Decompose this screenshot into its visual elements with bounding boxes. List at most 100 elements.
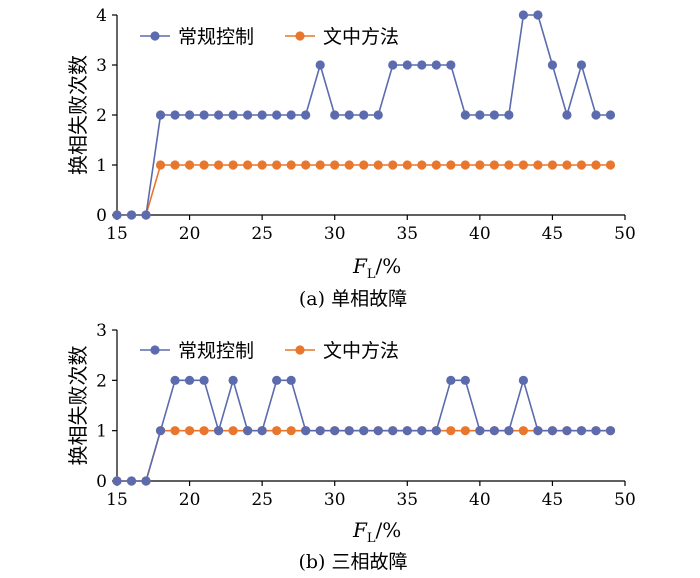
data-point — [373, 160, 383, 170]
data-point — [460, 426, 470, 436]
x-tick-label: 45 — [542, 490, 564, 510]
data-point — [272, 375, 282, 385]
data-point — [272, 110, 282, 120]
y-tick-label: 1 — [96, 156, 107, 176]
x-tick-label: 40 — [469, 490, 491, 510]
data-point — [228, 426, 238, 436]
x-tick-label: 15 — [106, 490, 128, 510]
panel-caption: (a) 单相故障 — [299, 288, 407, 310]
data-point — [402, 426, 412, 436]
x-tick-label: 30 — [324, 490, 346, 510]
y-tick-label: 2 — [96, 371, 107, 391]
data-point — [228, 160, 238, 170]
legend-marker — [295, 31, 305, 41]
x-tick-label: 25 — [251, 490, 273, 510]
x-tick-label: 20 — [179, 490, 201, 510]
data-point — [199, 160, 209, 170]
x-tick-label: 50 — [614, 490, 636, 510]
data-point — [446, 160, 456, 170]
data-point — [562, 110, 572, 120]
data-point — [199, 375, 209, 385]
data-point — [228, 375, 238, 385]
data-point — [112, 210, 122, 220]
data-point — [184, 110, 195, 120]
x-tick-label: 20 — [179, 224, 201, 244]
data-point — [417, 160, 427, 170]
data-point — [504, 110, 514, 120]
y-tick-label: 3 — [96, 56, 107, 76]
data-point — [155, 110, 166, 120]
data-point — [504, 160, 514, 170]
data-point — [170, 110, 180, 120]
data-point — [576, 426, 587, 436]
data-point — [417, 60, 427, 70]
chart-panel-a: 0 1 2 3 4 15 20 25 30 35 40 45 50 换相失败次数 FL/% (a) 单相故障 常… — [66, 6, 636, 310]
data-point — [301, 426, 311, 436]
data-point — [417, 426, 427, 436]
data-point — [286, 426, 296, 436]
data-point — [257, 426, 267, 436]
data-point — [344, 160, 354, 170]
y-axis-title: 换相失败次数 — [66, 55, 90, 175]
data-point — [518, 375, 529, 385]
data-point — [431, 60, 441, 70]
data-point — [576, 160, 587, 170]
legend-label: 常规控制 — [178, 26, 254, 48]
y-tick-label: 0 — [96, 206, 107, 226]
data-point — [591, 160, 601, 170]
legend-label: 常规控制 — [178, 340, 254, 362]
data-point — [359, 160, 369, 170]
data-point — [373, 426, 383, 436]
data-point — [446, 375, 456, 385]
data-point — [562, 426, 572, 436]
data-point — [489, 426, 499, 436]
x-tick-label: 25 — [251, 224, 273, 244]
data-point — [388, 426, 398, 436]
data-point — [126, 476, 137, 486]
x-tick-label: 40 — [469, 224, 491, 244]
data-point — [243, 110, 253, 120]
series-line-proposed — [117, 164, 611, 216]
data-point — [533, 10, 543, 20]
data-point — [475, 426, 485, 436]
data-point — [184, 375, 195, 385]
panel-caption: (b) 三相故障 — [298, 551, 407, 573]
data-point — [272, 160, 282, 170]
data-point — [155, 160, 166, 170]
data-point — [126, 210, 137, 220]
data-point — [359, 426, 369, 436]
legend: 常规控制 文中方法 — [140, 26, 399, 48]
data-point — [402, 60, 412, 70]
data-point — [214, 426, 224, 436]
legend-label: 文中方法 — [323, 340, 399, 362]
x-axis-title: FL/% — [352, 254, 401, 282]
data-point — [533, 426, 543, 436]
y-tick-label: 4 — [96, 6, 107, 26]
data-point — [344, 426, 354, 436]
data-point — [315, 426, 325, 436]
x-tick-label: 35 — [396, 224, 418, 244]
data-point — [562, 160, 572, 170]
data-point — [605, 160, 616, 170]
data-point — [446, 426, 456, 436]
data-point — [155, 426, 166, 436]
legend-marker — [150, 31, 160, 41]
data-point — [518, 10, 529, 20]
data-point — [301, 110, 311, 120]
data-point — [286, 110, 296, 120]
y-axis-title: 换相失败次数 — [66, 346, 90, 466]
data-point — [402, 160, 412, 170]
data-point — [315, 60, 325, 70]
data-point — [591, 110, 601, 120]
x-tick-label: 50 — [614, 224, 636, 244]
series-line-proposed — [117, 429, 611, 482]
data-point — [301, 160, 311, 170]
data-point — [605, 426, 616, 436]
y-tick-label: 3 — [96, 321, 107, 341]
data-point — [547, 60, 558, 70]
data-point — [576, 60, 587, 70]
data-point — [547, 426, 558, 436]
data-point — [533, 160, 543, 170]
data-point — [359, 110, 369, 120]
